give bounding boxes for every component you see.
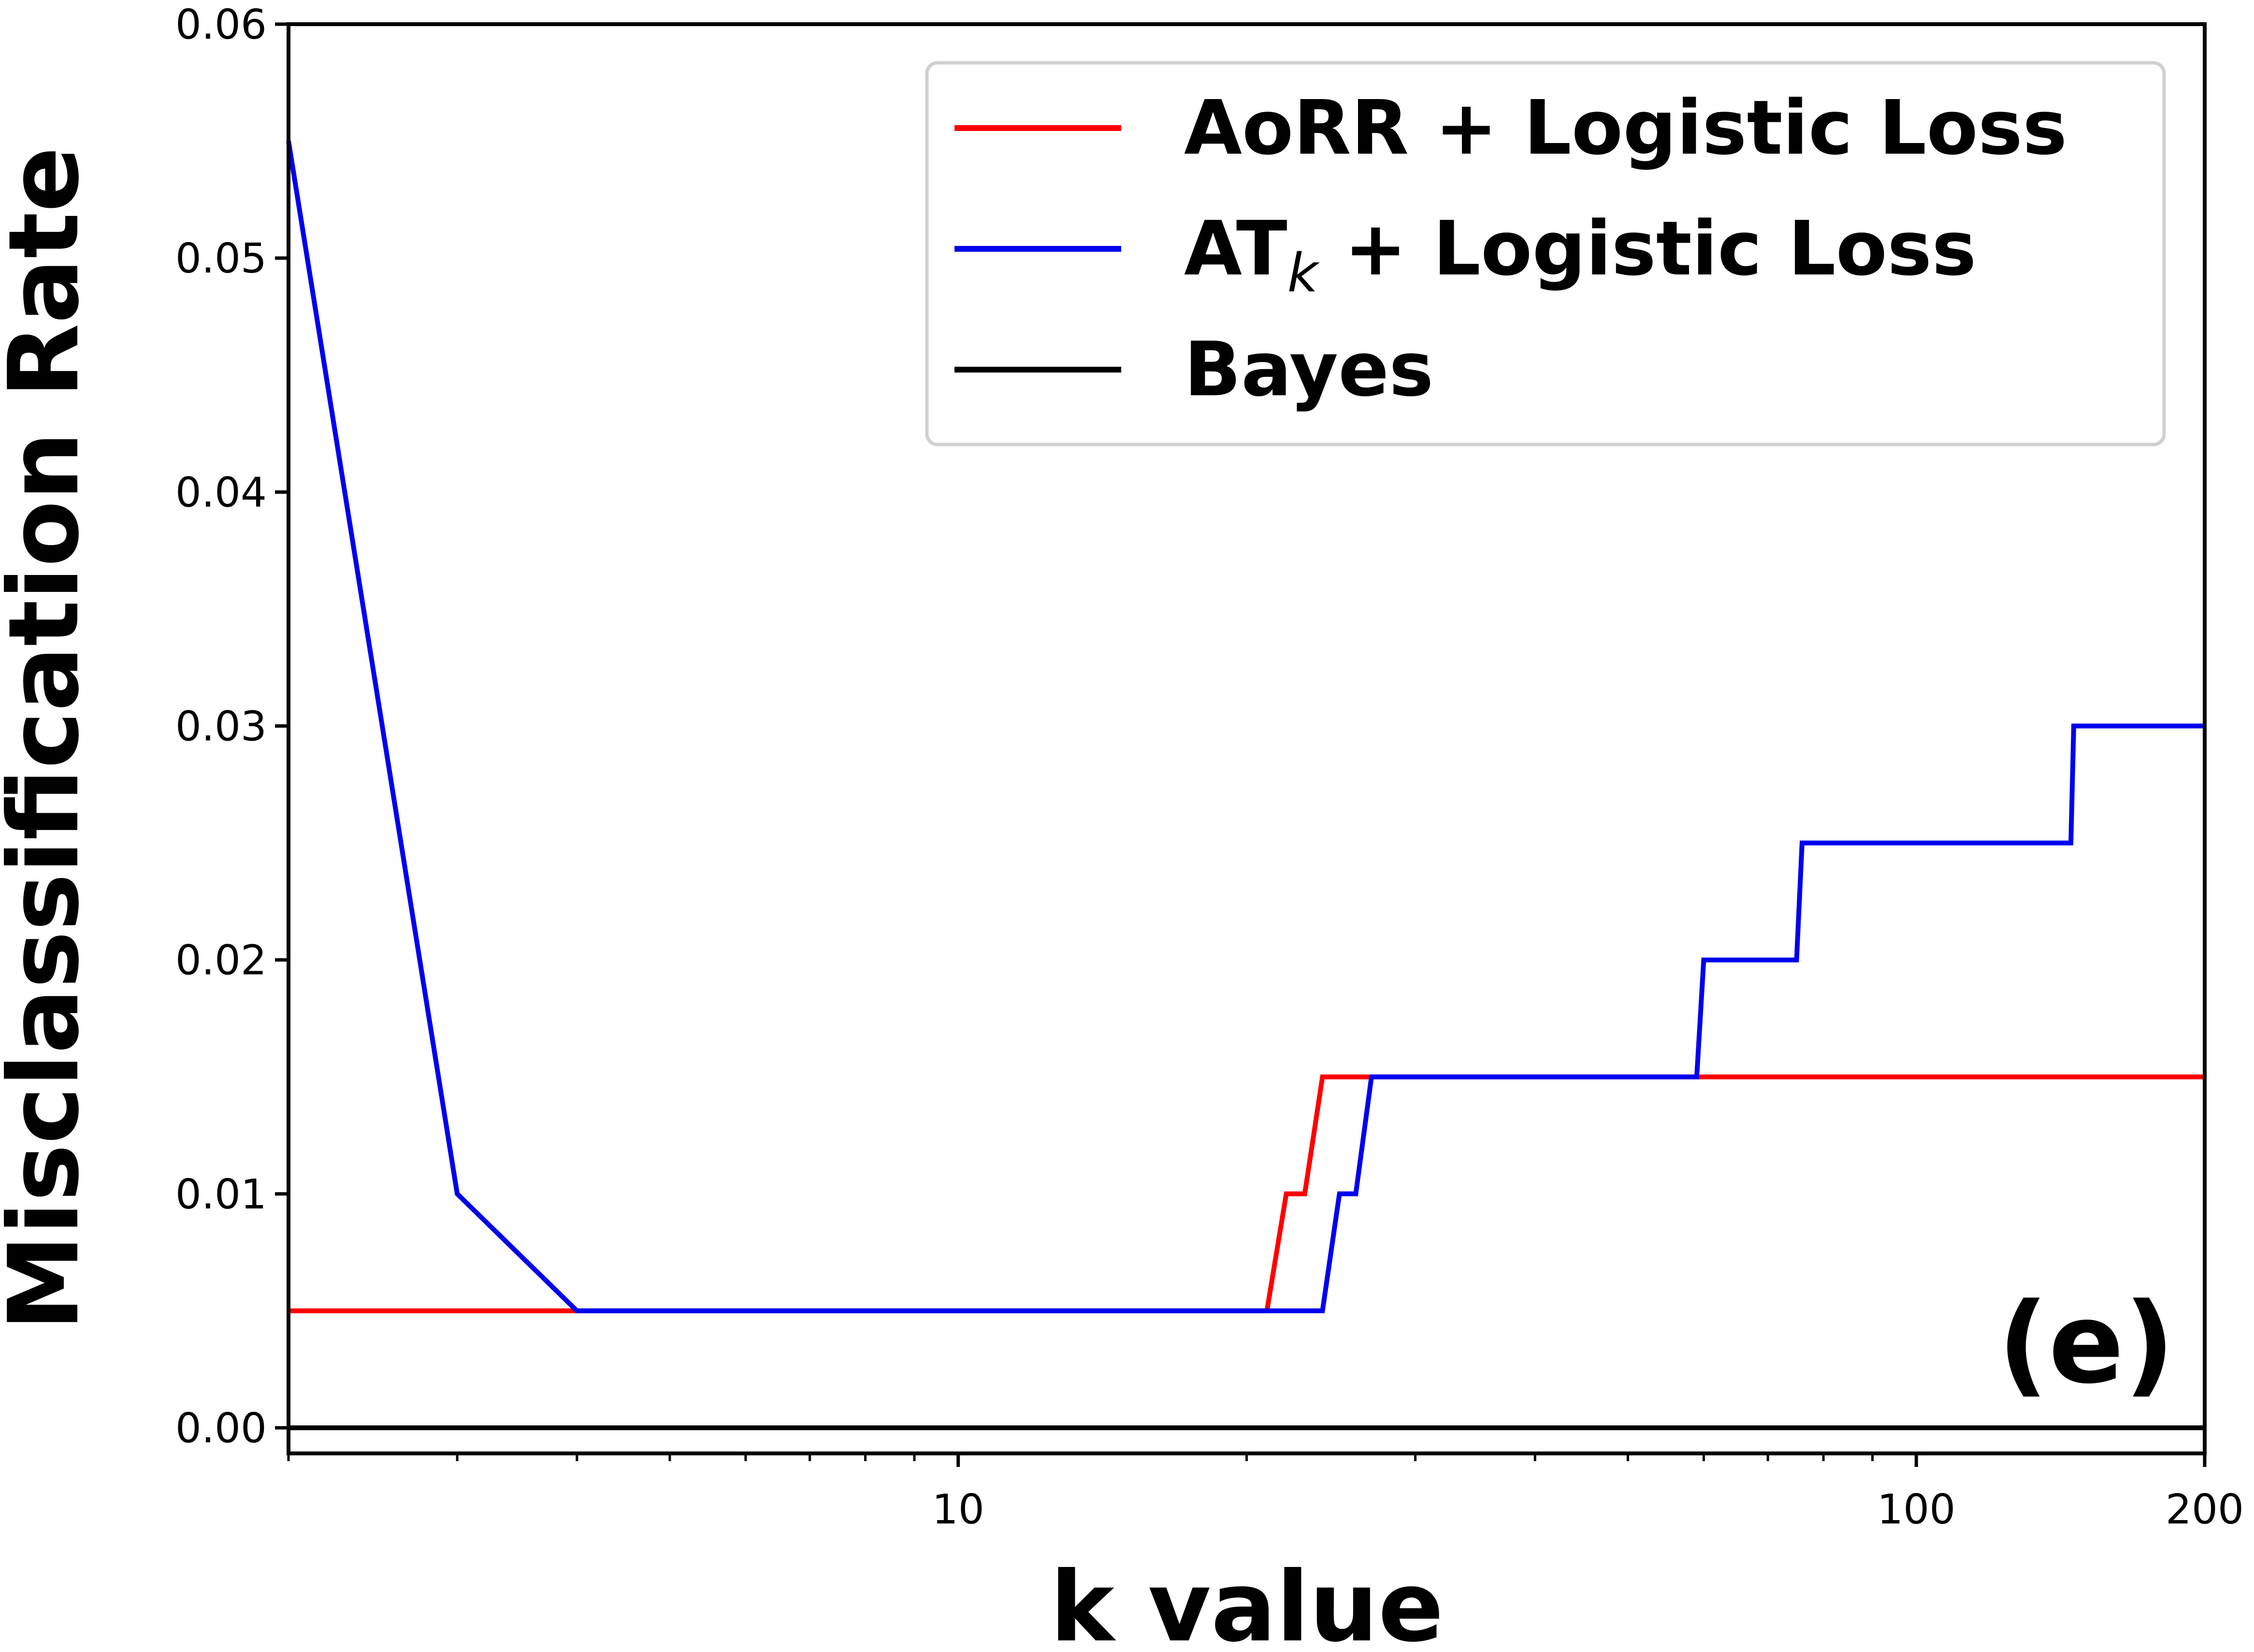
legend-box — [925, 61, 2166, 446]
legend-entry-bayes: Bayes — [1184, 326, 1433, 413]
legend-entry-aorr: AoRR + Logistic Loss — [1184, 84, 2067, 172]
y-tick-label: 0.05 — [175, 235, 267, 283]
legend-entry-atk-rest: + Logistic Loss — [1318, 205, 1976, 292]
y-tick-label: 0.04 — [175, 469, 267, 517]
x-tick-label: 10 — [932, 1486, 984, 1534]
y-tick-label: 0.06 — [175, 1, 267, 49]
y-tick-label: 0.01 — [175, 1171, 267, 1219]
y-tick-label: 0.00 — [175, 1405, 267, 1452]
x-axis-label: k value — [1050, 1551, 1444, 1652]
y-tick-label: 0.02 — [175, 937, 267, 985]
y-axis-label: Misclassification Rate — [0, 147, 101, 1331]
x-tick-label: 200 — [2166, 1486, 2244, 1534]
x-ticks: 10 100 200 — [287, 1453, 2244, 1534]
data-layer — [286, 141, 2205, 1430]
legend-entry-atk-main: AT — [1184, 205, 1287, 292]
x-tick-label: 100 — [1877, 1486, 1955, 1534]
legend: AoRR + Logistic Loss ATk + Logistic Loss… — [925, 61, 2166, 446]
y-ticks: 0.00 0.01 0.02 0.03 0.04 0.05 0.06 — [175, 1, 289, 1452]
y-tick-label: 0.03 — [175, 703, 267, 751]
panel-label: (e) — [1998, 1279, 2175, 1408]
legend-entry-atk-sub: k — [1287, 242, 1320, 304]
legend-entry-atk: ATk + Logistic Loss — [1184, 205, 1977, 304]
series-line-atk — [286, 141, 2205, 1313]
